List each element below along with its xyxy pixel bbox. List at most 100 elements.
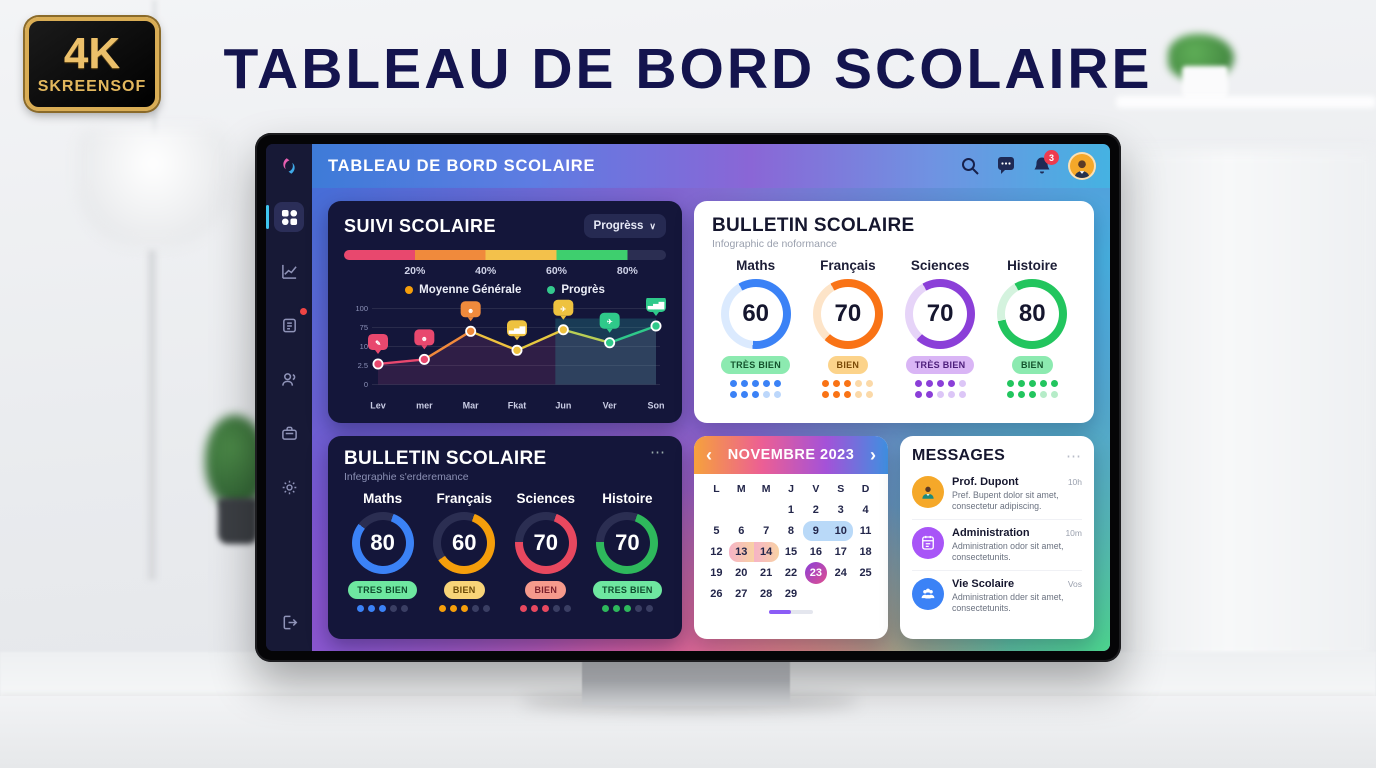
avatar[interactable] [1068, 152, 1096, 180]
briefcase-icon[interactable] [274, 418, 304, 448]
line-chart: 100 75 10 2.5 0 ✎ ☻ ☻ ▃▅▇ ✈ ✈ ▃▅▇ Lev mer Mar Fkat Jun Ve… [344, 295, 666, 415]
calendar-day-29[interactable]: 29 [784, 588, 798, 600]
calendar-day-header: M [736, 483, 746, 495]
progress-dots [438, 605, 490, 612]
svg-text:mer: mer [416, 401, 433, 411]
calendar-day-23[interactable]: 23 [803, 562, 828, 584]
svg-text:✈: ✈ [560, 305, 566, 313]
score-value: 80 [370, 530, 395, 555]
legend-item: Progrès [547, 284, 605, 296]
app-logo-icon[interactable] [266, 144, 312, 188]
calendar-day-3[interactable]: 3 [837, 504, 844, 516]
progress-tick-label: 80% [616, 264, 638, 277]
subject-histoire: Histoire 80 BIEN [989, 258, 1076, 398]
calendar-day-5[interactable]: 5 [713, 525, 720, 537]
svg-text:▃▅▇: ▃▅▇ [647, 301, 665, 309]
overflow-menu-icon[interactable]: ⋯ [1066, 447, 1082, 465]
desk-front [0, 696, 1376, 768]
calendar-page-indicator[interactable] [769, 610, 813, 614]
calendar-day-13[interactable]: 13 [728, 542, 754, 562]
users-icon[interactable] [274, 364, 304, 394]
subject-sciences: Sciences 70 TRÈS BIEN [896, 258, 983, 398]
overflow-menu-icon[interactable]: ⋯ [650, 444, 666, 461]
calendar-day-header: M [761, 483, 771, 495]
settings-icon[interactable] [274, 472, 304, 502]
message-item[interactable]: Prof. Dupont 10h Pref. Bupent dolor sit … [912, 469, 1082, 519]
calendar-day-16[interactable]: 16 [809, 546, 822, 558]
app-header: TABLEAU DE BORD SCOLAIRE 3 [312, 144, 1110, 188]
bulletin-title: BULLETIN SCOLAIRE [712, 215, 915, 236]
message-time: 10m [1065, 527, 1082, 538]
calendar-header: ‹ NOVEMBRE 2023 › [694, 436, 888, 474]
bulletin-dark-subtitle: Infegraphie s'erderemance [344, 471, 469, 483]
logout-icon[interactable] [274, 607, 304, 637]
calendar-day-28[interactable]: 28 [760, 588, 773, 600]
calendar-day-14[interactable]: 14 [753, 542, 779, 562]
calendar-day-15[interactable]: 15 [784, 546, 798, 558]
line-chart-icon[interactable] [274, 256, 304, 286]
lamp-pole [148, 250, 156, 580]
notification-dot [298, 306, 309, 317]
calendar-day-7[interactable]: 7 [763, 525, 770, 537]
calendar-day-11[interactable]: 11 [859, 525, 872, 537]
score-value: 60 [742, 300, 770, 327]
chat-icon[interactable] [996, 156, 1016, 176]
calendar-day-8[interactable]: 8 [787, 525, 795, 537]
calendar-day-20[interactable]: 20 [735, 567, 748, 579]
progress-dots [1006, 380, 1058, 398]
calendar-day-26[interactable]: 26 [710, 588, 723, 600]
calendar-grid: L M M J V S D 1 2 3 4 5 6 7 8 9 10 11 12 13 14 15 16 17 18 19 20 21… [704, 481, 878, 604]
grade-badge: BIEN [1011, 356, 1053, 374]
score-gauge: 70 [812, 279, 883, 349]
panel-bulletin-scolaire-dark: BULLETIN SCOLAIRE Infegraphie s'erderema… [328, 436, 682, 639]
calendar-day-27[interactable]: 27 [735, 588, 748, 600]
calendar-day-10[interactable]: 10 [828, 521, 854, 541]
calendar-day-19[interactable]: 19 [710, 567, 723, 579]
message-time: Vos [1067, 578, 1082, 589]
progress-dots [601, 605, 653, 612]
calendar-day-empty [704, 500, 729, 520]
calendar-day-21[interactable]: 21 [760, 567, 773, 579]
clipboard-icon[interactable] [274, 306, 309, 340]
grade-badge: TRÈS BIEN [721, 356, 791, 374]
message-preview: Pref. Bupent dolor sit amet, consectetur… [952, 490, 1059, 511]
calendar-day-1[interactable]: 1 [787, 504, 795, 516]
calendar-day-22[interactable]: 22 [784, 567, 798, 579]
message-item[interactable]: Vie Scolaire Vos Administration dder sit… [912, 569, 1082, 621]
score-value: 60 [451, 530, 477, 555]
message-item[interactable]: Administration 10m Administration odor s… [912, 518, 1082, 570]
calendar-day-24[interactable]: 24 [834, 567, 847, 579]
calendar-day-4[interactable]: 4 [862, 504, 869, 516]
calendar-next-icon[interactable]: › [869, 445, 876, 465]
panel-bulletin-scolaire-light: BULLETIN SCOLAIRE Infographic de noforma… [694, 201, 1094, 423]
grade-badge: BIEN [443, 581, 485, 599]
score-value: 70 [533, 530, 559, 555]
bell-icon[interactable]: 3 [1032, 150, 1059, 176]
svg-text:100: 100 [355, 304, 368, 313]
chevron-down-icon: ∨ [649, 220, 656, 231]
calendar-day-18[interactable]: 18 [859, 546, 872, 558]
search-icon[interactable] [960, 156, 980, 176]
dashboard-grid-icon[interactable] [266, 202, 304, 232]
progress-labels: 20% 40% 60% 80% [344, 265, 666, 277]
monitor-frame: TABLEAU DE BORD SCOLAIRE 3 [255, 133, 1121, 662]
progress-dots [822, 380, 874, 398]
calendar-prev-icon[interactable]: ‹ [706, 445, 712, 465]
subject-name: Français [436, 491, 492, 506]
svg-text:Mar: Mar [463, 401, 480, 411]
calendar-day-2[interactable]: 2 [812, 504, 819, 516]
calendar-day-25[interactable]: 25 [859, 567, 872, 579]
dashboard-screen: TABLEAU DE BORD SCOLAIRE 3 [266, 144, 1110, 651]
watermark-label: SKREENSOF [37, 78, 147, 95]
subject-name: Histoire [1007, 258, 1058, 273]
subject-name: Maths [736, 258, 776, 273]
calendar-day-12[interactable]: 12 [710, 546, 723, 558]
score-gauge: 80 [351, 512, 414, 574]
calendar-day-empty [853, 584, 878, 604]
calendar-day-17[interactable]: 17 [834, 546, 847, 558]
subject-name: Français [820, 258, 876, 273]
calendar-day-6[interactable]: 6 [738, 525, 745, 537]
progress-dropdown[interactable]: Progrèss ∨ [583, 214, 666, 238]
subject-français: Français 60 BIEN [426, 491, 503, 612]
calendar-day-9[interactable]: 9 [803, 521, 829, 541]
